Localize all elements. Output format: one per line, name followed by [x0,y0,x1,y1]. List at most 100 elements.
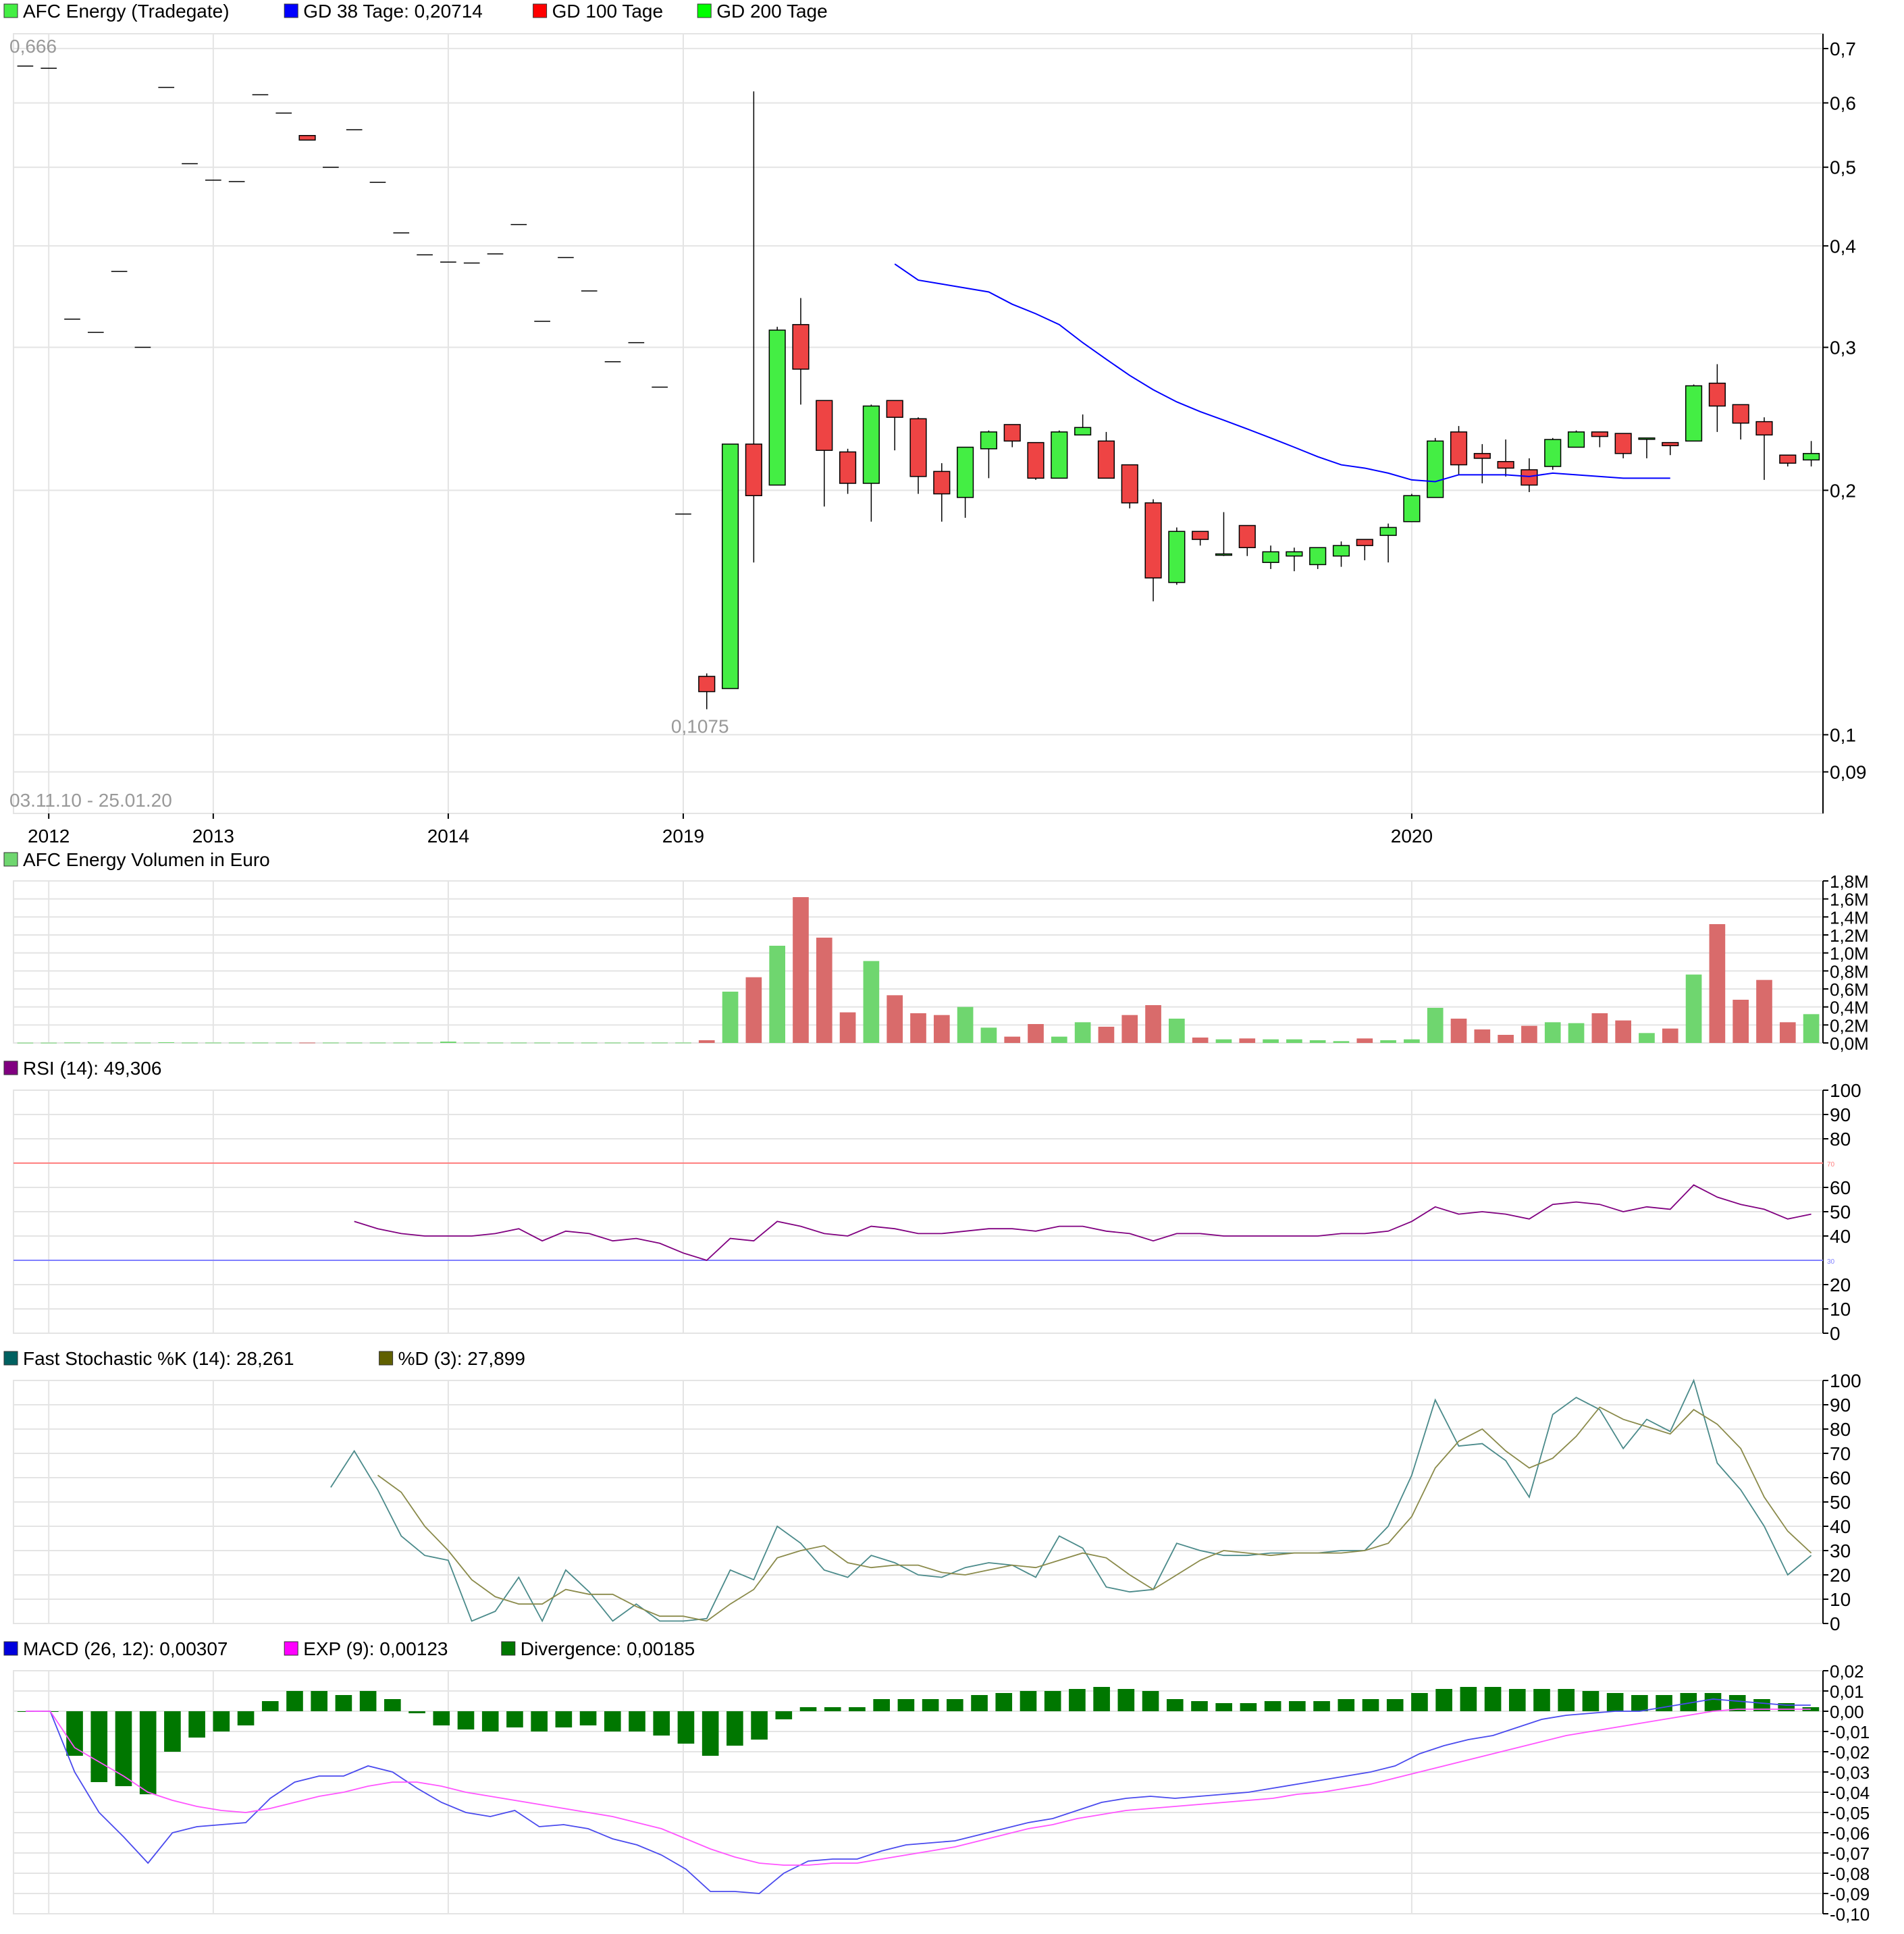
divergence-bar [971,1695,988,1711]
divergence-bar [335,1695,352,1711]
divergence-bar [604,1711,621,1731]
y-tick-label: 10 [1830,1299,1851,1320]
candle-down [1097,440,1115,479]
y-tick-label: 1,8M [1830,871,1869,892]
candle-up [1803,453,1820,461]
candle-down [1614,433,1632,454]
max-price-label: 0,666 [9,36,57,57]
divergence-bar [579,1711,597,1725]
candle-down [1356,539,1373,546]
gd38-line [894,263,1670,483]
candle-down [839,451,857,484]
divergence-bar [1656,1695,1672,1711]
volume-bar [463,1042,480,1044]
y-tick-label: -0,04 [1830,1783,1870,1803]
y-tick-label: 1,6M [1830,890,1869,910]
divergence-bar [702,1711,719,1756]
volume-bar [957,1006,974,1043]
legend-swatch [697,3,712,18]
exp-line [26,1709,1811,1866]
volume-bar [698,1040,715,1043]
volume-bar [346,1042,363,1044]
candle-up [980,431,997,450]
volume-bar [1756,979,1772,1043]
volume-bar [745,977,762,1043]
volume-bar [1779,1022,1796,1043]
divergence-bar [922,1699,939,1711]
candle-down [745,444,762,496]
y-tick-label: -0,10 [1830,1904,1870,1925]
candle-up [1544,439,1562,467]
y-tick-label: 0,3 [1830,338,1856,358]
divergence-bar [1044,1691,1061,1711]
candle-up [1262,551,1279,563]
candle-up [957,446,974,498]
divergence-bar [1142,1691,1159,1711]
legend-swatch [284,3,298,18]
candle-down [1520,469,1538,486]
x-tick-label: 2013 [192,826,234,847]
candle-down [1708,382,1726,407]
divergence-bar [653,1711,670,1736]
candle-down [792,324,810,370]
divergence-bar [1704,1693,1722,1711]
volume-bar [1685,974,1702,1043]
volume-bar [417,1042,433,1044]
divergence-bar [775,1711,793,1719]
legend-label: AFC Energy Volumen in Euro [23,849,270,870]
legend-label: %D (3): 27,899 [398,1348,525,1369]
candle-up [721,444,739,689]
volume-bar [722,992,739,1043]
divergence-bar [506,1711,523,1727]
divergence-bar [947,1699,963,1711]
y-tick-label: 1,4M [1830,907,1869,928]
legend-swatch [284,1641,298,1656]
macd-panel: MACD (26, 12): 0,00307 EXP (9): 0,00123 Di… [3,1638,1870,1925]
legend-swatch [3,852,18,867]
divergence-bar [1558,1689,1575,1711]
divergence-bar [1435,1689,1452,1711]
legend-label: GD 38 Tage: 0,20714 [303,1,483,22]
candle-down [1497,460,1514,469]
divergence-bar [873,1699,890,1711]
y-tick-label: 20 [1830,1274,1851,1295]
volume-bar [1192,1038,1209,1043]
legend-label: MACD (26, 12): 0,00307 [23,1638,228,1659]
candle-up [1379,527,1397,536]
y-tick-label: 0,00 [1830,1702,1864,1722]
volume-bar [41,1042,57,1044]
volume-bar [581,1042,598,1044]
candle-up [1567,431,1585,448]
volume-bar [369,1042,386,1044]
legend-label: EXP (9): 0,00123 [303,1638,448,1659]
volume-bar [1474,1029,1491,1043]
y-tick-label: -0,02 [1830,1742,1870,1763]
y-tick-label: 40 [1830,1516,1851,1537]
divergence-bar [1508,1689,1526,1711]
divergence-bar [1411,1693,1428,1711]
volume-bar [910,1013,926,1043]
volume-bar [839,1012,856,1043]
volume-bar [440,1042,456,1043]
y-tick-label: 0 [1830,1613,1841,1634]
candle-up [1074,427,1092,436]
divergence-bar [555,1711,573,1727]
min-price-label: 0,1075 [671,716,729,737]
candle-down [1779,454,1797,464]
volume-bar [1498,1035,1514,1043]
volume-bar [275,1042,292,1044]
legend-swatch [533,3,548,18]
candle-up [1168,531,1186,583]
y-tick-label: 0,4M [1830,998,1869,1018]
volume-bar [205,1042,221,1044]
legend-swatch [3,1641,18,1656]
volume-bar [393,1042,410,1044]
candle-up [1685,385,1703,442]
candle-down [1144,502,1162,579]
divergence-bar [90,1711,108,1782]
divergence-bar [824,1707,841,1711]
divergence-bar [433,1711,450,1725]
y-tick-label: 80 [1830,1129,1851,1150]
y-tick-label: 50 [1830,1492,1851,1513]
